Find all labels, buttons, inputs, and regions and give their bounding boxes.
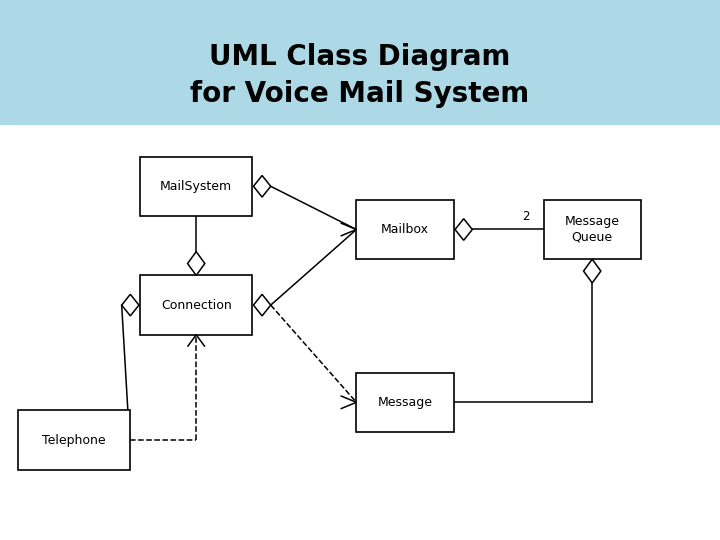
Text: Connection: Connection bbox=[161, 299, 232, 312]
Text: Mailbox: Mailbox bbox=[381, 223, 429, 236]
Text: Telephone: Telephone bbox=[42, 434, 106, 447]
Text: MailSystem: MailSystem bbox=[160, 180, 233, 193]
Bar bbox=[544, 200, 641, 259]
Text: 2: 2 bbox=[522, 210, 529, 223]
Polygon shape bbox=[253, 176, 271, 197]
Polygon shape bbox=[122, 294, 139, 316]
Bar bbox=[140, 275, 252, 335]
Text: UML Class Diagram: UML Class Diagram bbox=[210, 43, 510, 71]
Text: Message: Message bbox=[377, 396, 433, 409]
Bar bbox=[356, 373, 454, 432]
Polygon shape bbox=[187, 252, 205, 275]
Polygon shape bbox=[253, 294, 271, 316]
Bar bbox=[356, 200, 454, 259]
Polygon shape bbox=[583, 259, 601, 283]
Bar bbox=[18, 410, 130, 470]
Bar bbox=[140, 157, 252, 216]
Polygon shape bbox=[455, 219, 472, 240]
Bar bbox=[0, 0, 720, 124]
Text: Message
Queue: Message Queue bbox=[564, 215, 620, 244]
Text: for Voice Mail System: for Voice Mail System bbox=[190, 80, 530, 109]
